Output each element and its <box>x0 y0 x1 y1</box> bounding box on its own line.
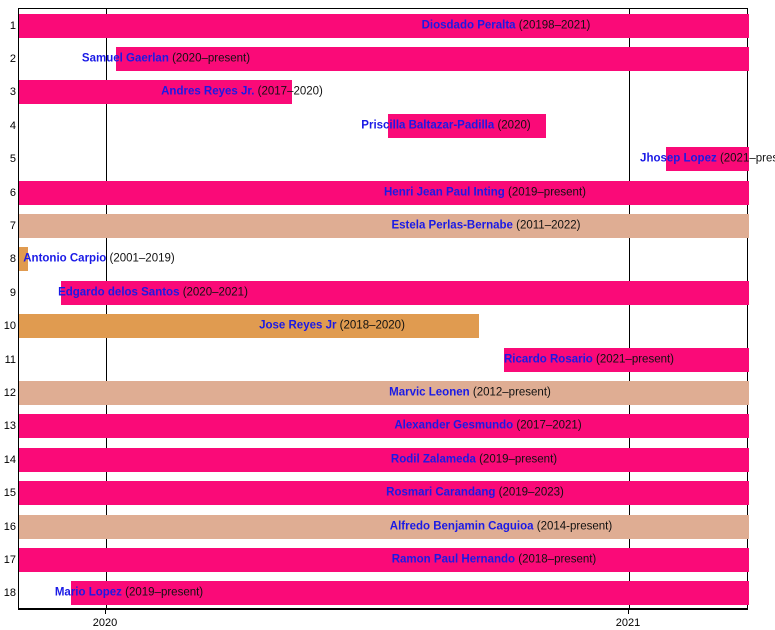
x-axis-tick-label: 2020 <box>92 617 118 629</box>
y-axis-tick-label: 17 <box>3 553 16 566</box>
timeline-bar[interactable] <box>666 147 749 172</box>
y-axis-tick-label: 3 <box>9 86 16 99</box>
timeline-row[interactable]: 2 Samuel Gaerlan (2020–present) <box>10 42 749 75</box>
y-axis-tick-label: 11 <box>4 353 16 366</box>
timeline-bar[interactable] <box>19 481 749 506</box>
timeline-bar[interactable] <box>71 581 749 606</box>
timeline-row[interactable]: 8 Antonio Carpio (2001–2019) <box>10 243 747 276</box>
y-axis-tick-label: 13 <box>3 420 16 433</box>
y-axis-tick-label: 2 <box>9 53 16 66</box>
timeline-row[interactable]: 14 Rodil Zalameda (2019–present) <box>4 443 749 476</box>
y-axis-tick-label: 7 <box>9 220 16 233</box>
timeline-row[interactable]: 3 Andres Reyes Jr. (2017–2020) <box>10 76 747 109</box>
timeline-row[interactable]: 18 Mario Lopez (2019–present) <box>4 577 749 610</box>
timeline-bar[interactable] <box>116 47 749 72</box>
y-axis-tick-label: 15 <box>3 487 16 500</box>
timeline-bar[interactable] <box>19 447 749 472</box>
timeline-bar[interactable] <box>19 514 749 539</box>
y-axis-tick-label: 10 <box>3 320 16 333</box>
x-axis: 2020 2021 <box>18 609 748 629</box>
timeline-bar-label: Antonio Carpio (2001–2019) <box>23 252 175 266</box>
timeline-row[interactable]: 6 Henri Jean Paul Inting (2019–present) <box>10 176 749 209</box>
timeline-row[interactable]: 11 Ricardo Rosario (2021–present) <box>5 343 749 376</box>
y-axis-tick-label: 1 <box>9 19 16 32</box>
timeline-bar[interactable] <box>19 214 749 239</box>
timeline-bar[interactable] <box>19 547 749 572</box>
timeline-bar[interactable] <box>19 247 28 272</box>
x-axis-tick-label: 2021 <box>615 617 641 629</box>
justice-name: Antonio Carpio <box>23 252 107 265</box>
y-axis-tick-label: 9 <box>9 286 16 299</box>
y-axis-tick-label: 14 <box>3 453 16 466</box>
y-axis-tick-label: 18 <box>3 587 16 600</box>
y-axis-tick-label: 5 <box>9 153 16 166</box>
timeline-bar[interactable] <box>19 380 749 405</box>
timeline-row[interactable]: 10 Jose Reyes Jr (2018–2020) <box>4 310 747 343</box>
gridline-2021 <box>629 9 630 608</box>
timeline-bar[interactable] <box>61 280 749 305</box>
tenure-years: (2001–2019) <box>109 252 175 265</box>
timeline-row[interactable]: 9 Edgardo delos Santos (2020–2021) <box>10 276 749 309</box>
gridline-2020 <box>106 9 107 608</box>
timeline-row[interactable]: 13 Alexander Gesmundo (2017–2021) <box>4 410 749 443</box>
y-axis-tick-label: 12 <box>3 386 16 399</box>
timeline-bar[interactable] <box>19 180 749 205</box>
timeline-bar[interactable] <box>19 80 292 105</box>
timeline-bar[interactable] <box>504 347 749 372</box>
x-axis-tick-mark <box>628 609 629 614</box>
timeline-row[interactable]: 4 Priscilla Baltazar-Padilla (2020) <box>10 109 747 142</box>
timeline-row[interactable]: 17 Ramon Paul Hernando (2018–present) <box>4 543 749 576</box>
timeline-row[interactable]: 15 Rosmari Carandang (2019–2023) <box>4 476 749 509</box>
y-axis-tick-label: 8 <box>9 253 16 266</box>
y-axis-tick-label: 4 <box>9 119 16 132</box>
timeline-bar[interactable] <box>19 414 749 439</box>
timeline-bar[interactable] <box>388 113 546 138</box>
timeline-row[interactable]: 12 Marvic Leonen (2012–present) <box>4 376 749 409</box>
timeline-row[interactable]: 1 Diosdado Peralta (20198–2021) <box>10 9 749 42</box>
timeline-row[interactable]: 7 Estela Perlas-Bernabe (2011–2022) <box>10 209 749 242</box>
timeline-row[interactable]: 16 Alfredo Benjamin Caguioa (2014-present… <box>4 510 749 543</box>
x-axis-tick-mark <box>105 609 106 614</box>
plot-area: 1 Diosdado Peralta (20198–2021) 2 Samuel Ga… <box>4 8 775 610</box>
y-axis-tick-label: 6 <box>9 186 16 199</box>
y-axis-tick-label: 16 <box>3 520 16 533</box>
timeline-bar[interactable] <box>19 13 749 38</box>
timeline-bar[interactable] <box>19 314 479 339</box>
